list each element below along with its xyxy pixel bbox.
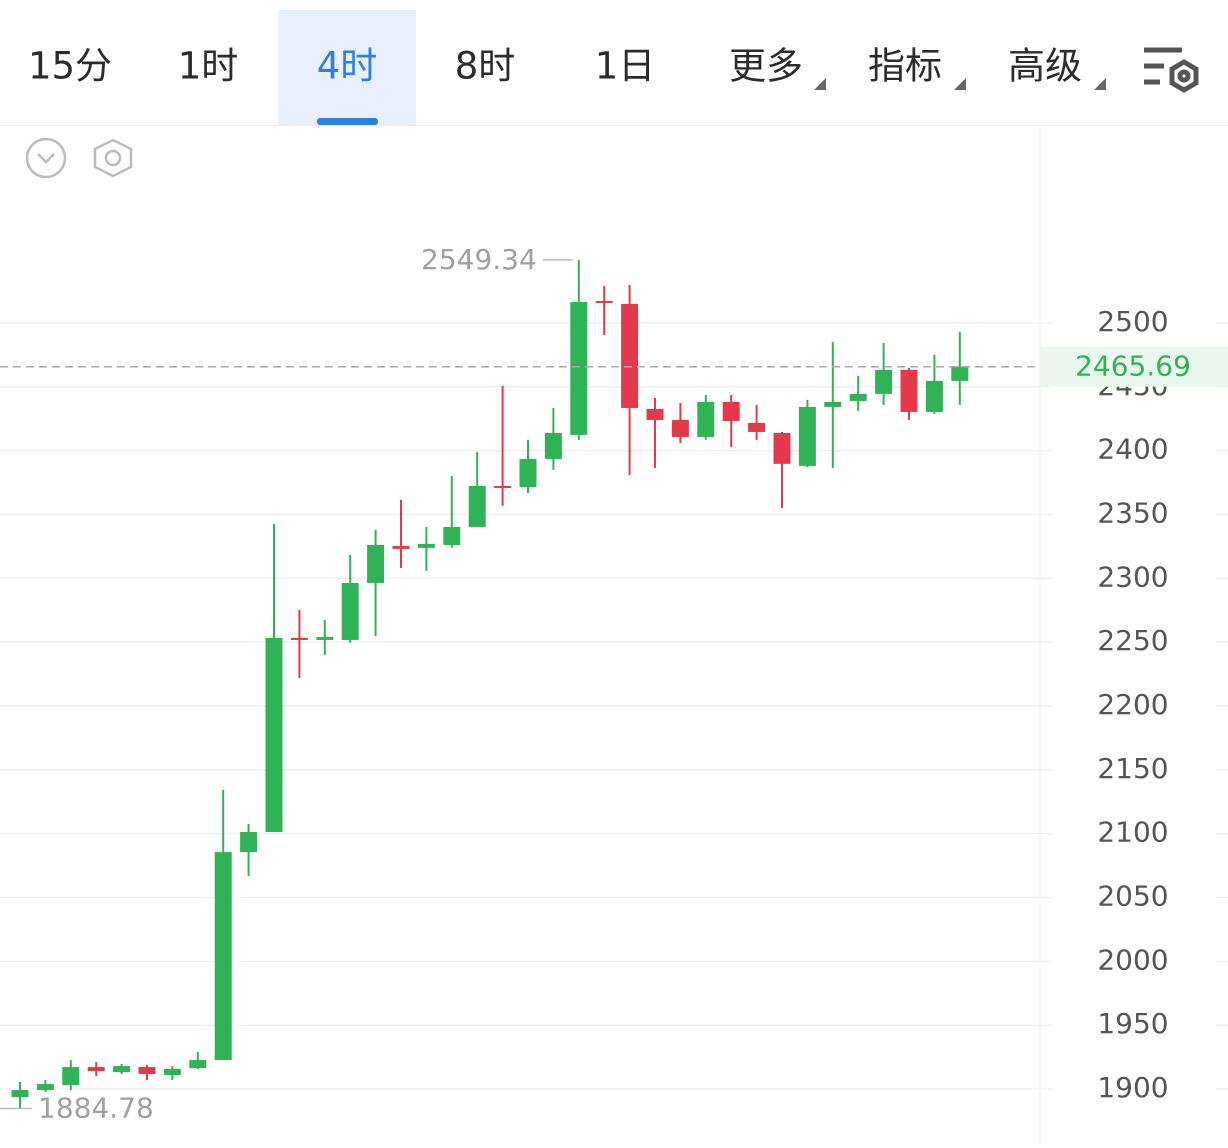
y-tick-label: 2100 [1097, 816, 1168, 849]
candle-body [722, 401, 740, 421]
chart-settings-icon[interactable] [93, 138, 133, 178]
candle-body [468, 485, 486, 527]
candle-body [570, 301, 588, 435]
candle-body [214, 852, 232, 1061]
candle-body [951, 366, 969, 381]
y-tick-label: 1900 [1097, 1071, 1168, 1104]
candle-body [392, 545, 410, 549]
candle-body [367, 544, 385, 584]
tab[interactable]: 1日 [595, 45, 656, 88]
candle-body [240, 832, 258, 853]
candle-body [849, 393, 867, 401]
settings-icon[interactable] [1144, 47, 1199, 93]
candle-body [824, 401, 842, 407]
y-tick-label: 1950 [1097, 1007, 1168, 1040]
max-label: 2549.34 [421, 243, 537, 276]
y-tick-label: 2050 [1097, 880, 1168, 913]
y-tick-label: 2350 [1097, 496, 1168, 529]
active-tab-bg [278, 10, 416, 125]
candle-body [773, 432, 791, 464]
min-label: 1884.78 [38, 1091, 154, 1124]
candle-body [671, 419, 689, 437]
last-price-label: 2465.69 [1075, 350, 1191, 383]
tab[interactable]: 4时 [317, 45, 378, 88]
tab[interactable]: 8时 [455, 45, 516, 88]
candle-body [36, 1084, 54, 1091]
y-tick-label: 2250 [1097, 624, 1168, 657]
y-tick-label: 2200 [1097, 688, 1168, 721]
plot: 1900 1950 2000 2050 2100 2150 2200 2250 2300 2350… [0, 243, 1228, 1124]
dropdown-tab[interactable]: 更多 [729, 45, 803, 88]
candle-body [748, 422, 766, 432]
y-tick-label: 2400 [1097, 433, 1168, 466]
candle-body [316, 636, 334, 640]
candle-body [87, 1067, 105, 1072]
candle-body [875, 369, 893, 394]
candle-body [138, 1067, 156, 1074]
y-tick-label: 2500 [1097, 305, 1168, 338]
candle-body [11, 1090, 29, 1098]
candle-body [62, 1067, 80, 1086]
y-tick-label: 2300 [1097, 560, 1168, 593]
candle-body [519, 458, 537, 487]
dropdown-arrow [954, 78, 966, 90]
candle-body [443, 526, 461, 545]
dropdown-tab[interactable]: 指标 [868, 45, 942, 88]
dropdown-arrow [1094, 78, 1106, 90]
candle-body [544, 432, 562, 459]
tab[interactable]: 15分 [28, 45, 112, 88]
candle-body [265, 637, 283, 832]
candle-body [697, 401, 715, 437]
y-tick-label: 2000 [1097, 943, 1168, 976]
candle-body [494, 485, 512, 488]
candle-body [189, 1060, 207, 1068]
candle-body [163, 1068, 181, 1075]
dropdown-tab[interactable]: 高级 [1008, 45, 1082, 88]
active-tab-indicator [317, 118, 378, 125]
last-price-bg [1040, 346, 1228, 387]
dropdown-arrow [814, 78, 826, 90]
candle-body [341, 583, 359, 640]
candle-body [595, 300, 613, 303]
candle-body [290, 637, 308, 640]
candle-body [113, 1066, 131, 1073]
candle-body [417, 543, 435, 548]
y-tick-label: 2150 [1097, 752, 1168, 785]
candle-body [900, 369, 918, 412]
collapse-icon[interactable] [25, 137, 67, 179]
candle-body [646, 408, 664, 420]
candle-body [925, 380, 943, 412]
candle-body [621, 303, 639, 408]
candle-body [798, 406, 816, 466]
tab[interactable]: 1时 [178, 45, 239, 88]
